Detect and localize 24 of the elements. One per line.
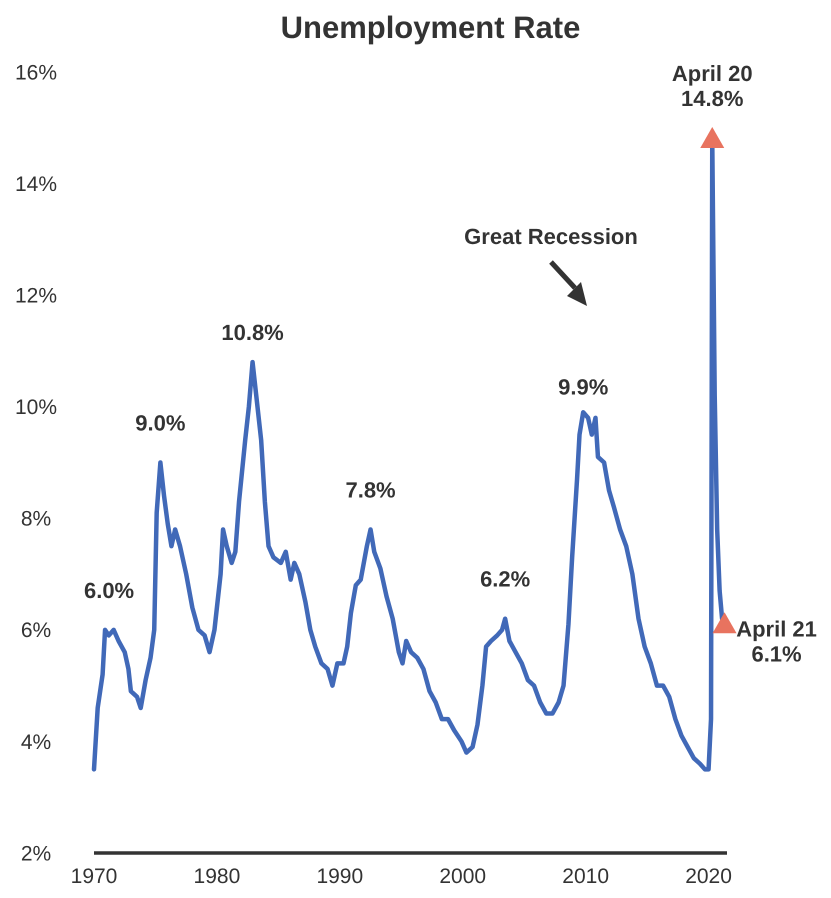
y-tick-label: 8%	[20, 508, 52, 531]
annotation: 9.9%	[558, 374, 608, 400]
annotation: Great Recession	[464, 224, 638, 249]
y-tick-label: 4%	[20, 730, 52, 754]
x-tick-label: 1990	[316, 865, 364, 888]
annotation: 6.2%	[480, 566, 530, 592]
x-tick-label: 2010	[562, 865, 610, 888]
y-tick-label: 2%	[20, 842, 52, 866]
y-tick-label: 12%	[14, 284, 58, 308]
x-tick-label: 1980	[194, 865, 240, 888]
annotation: April 21 6.1%	[736, 616, 817, 667]
y-tick-label: 6%	[20, 619, 52, 642]
x-tick-label: 2020	[685, 865, 732, 888]
chart-title: Unemployment Rate	[280, 10, 580, 45]
x-tick-label: 1970	[70, 865, 118, 888]
y-tick-label: 14%	[14, 172, 58, 196]
annotation: 6.0%	[84, 578, 134, 603]
y-tick-label: 10%	[14, 396, 58, 420]
y-tick-label: 16%	[14, 61, 58, 84]
annotation: April 20 14.8%	[672, 60, 753, 112]
annotation: 9.0%	[135, 410, 186, 436]
annotation: 7.8%	[345, 477, 396, 502]
annotation: 10.8%	[221, 320, 284, 346]
x-tick-label: 2000	[439, 865, 486, 888]
